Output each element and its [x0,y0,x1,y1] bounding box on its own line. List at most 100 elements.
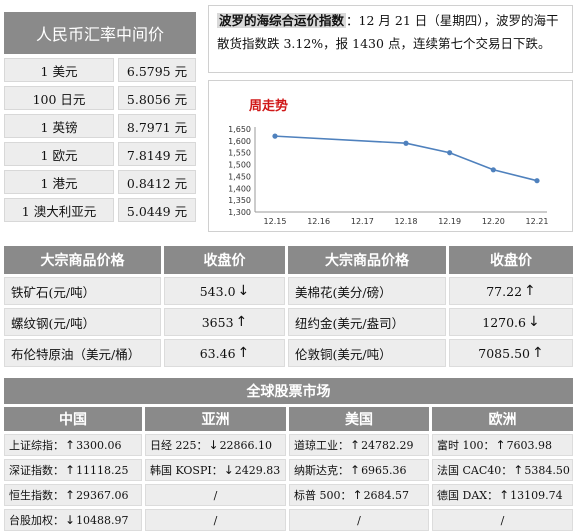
stock-index-label: 深证指数： [9,464,64,477]
exchange-rate-row: 1 港元 0.8412 元 [4,170,196,194]
y-tick-label: 1,350 [228,196,251,205]
stock-index-label: 日经 225： [150,439,208,452]
rate-cell: 5.0449 元 [118,198,196,222]
arrow-down-icon: ↓ [237,283,250,299]
stock-index-cell: 法国 CAC40： ↑ 5384.50 [432,459,573,481]
stock-index-cell: 富时 100： ↑ 7603.98 [432,434,573,456]
stock-index-label: 道琼工业： [294,439,349,452]
commodity-name: 布伦特原油（美元/桶） [4,339,161,367]
y-tick-label: 1,600 [228,137,251,146]
stock-index-value: 24782.29 [361,438,414,452]
stock-index-cell: 标普 500： ↑ 2684.57 [289,484,429,506]
arrow-up-icon: ↑ [235,314,248,330]
region-asia: 亚洲 [145,407,286,431]
arrow-up-icon: ↑ [350,463,361,477]
stock-market-title: 全球股票市场 [4,378,573,404]
arrow-up-icon: ↑ [350,438,361,452]
stock-index-value: 5384.50 [524,463,570,477]
stock-index-value: 7603.98 [506,438,553,452]
stock-row: 台股加权： ↓ 10488.97// / [4,509,573,531]
stock-index-label: 纳斯达克： [294,464,349,477]
commodity-row: 螺纹钢(元/吨） 3653 ↑ 纽约金(美元/盎司） 1270.6 ↓ [4,308,573,336]
stock-index-label: 标普 500： [294,489,352,502]
arrow-up-icon: ↑ [513,463,524,477]
exchange-rate-table: 人民币汇率中间价 1 美元 6.5795 元 100 日元 5.8056 元 1… [4,12,196,222]
rate-cell: 8.7971 元 [118,114,196,138]
stock-rows: 上证综指： ↑ 3300.06 日经 225： ↓ 22866.10 道琼工业： ↑ 24782… [4,434,573,531]
stock-cell-empty: / [289,509,429,531]
commodity-name: 铁矿石(元/吨） [4,277,161,305]
commodity-row: 布伦特原油（美元/桶） 63.46 ↑ 伦敦铜(美元/吨） 7085.50 ↑ [4,339,573,367]
commodity-header: 大宗商品价格 [288,246,446,274]
stock-index-value: 6965.36 [361,463,407,477]
stock-index-value: 2429.83 [234,463,281,477]
rate-cell: 7.8149 元 [118,142,196,166]
arrow-up-icon: ↑ [65,488,76,502]
stock-index-cell: 上证综指： ↑ 3300.06 [4,434,142,456]
stock-cell-empty: / [145,509,286,531]
commodity-name: 螺纹钢(元/吨） [4,308,161,336]
region-europe: 欧洲 [432,407,573,431]
rate-cell: 6.5795 元 [118,58,196,82]
arrow-up-icon: ↑ [495,438,506,452]
rate-cell: 0.8412 元 [118,170,196,194]
commodity-header-row: 大宗商品价格 收盘价 大宗商品价格 收盘价 [4,246,573,274]
close-price-header: 收盘价 [164,246,285,274]
exchange-rate-row: 1 澳大利亚元 5.0449 元 [4,198,196,222]
rate-cell: 5.8056 元 [118,86,196,110]
region-china: 中国 [4,407,142,431]
currency-cell: 1 欧元 [4,142,114,166]
commodity-table: 大宗商品价格 收盘价 大宗商品价格 收盘价 铁矿石(元/吨） 543.0 ↓ 美棉… [4,246,573,367]
commodity-name: 伦敦铜(美元/吨） [288,339,446,367]
commodity-price: 1270.6 ↓ [449,308,573,336]
stock-index-cell: 恒生指数： ↑ 29367.06 [4,484,142,506]
stock-cell-empty: / [145,484,286,506]
baltic-index-news: 波罗的海综合运价指数 ：12 月 21 日（星期四），波罗的海干散货指数跌 3.1… [208,5,573,73]
commodity-name: 美棉花(美分/磅） [288,277,446,305]
weekly-trend-chart: 周走势 1,650 1,600 1,550 1,500 1,450 1,400 1,350 1… [208,80,573,232]
data-point [447,150,453,156]
stock-index-cell: 韩国 KOSPI： ↓ 2429.83 [145,459,286,481]
x-tick-label: 12.21 [526,217,549,226]
stock-index-label: 德国 DAX： [437,489,499,502]
exchange-rate-row: 1 欧元 7.8149 元 [4,142,196,166]
currency-cell: 1 美元 [4,58,114,82]
news-text: ：12 月 21 日（星期四），波罗的海干散货指数跌 3.12%，报 1430 … [217,13,559,51]
arrow-down-icon: ↓ [528,314,540,330]
y-tick-label: 1,450 [228,172,251,181]
x-tick-label: 12.18 [395,217,418,226]
stock-index-value: 13109.74 [510,488,563,502]
arrow-up-icon: ↑ [531,345,544,361]
commodity-header: 大宗商品价格 [4,246,161,274]
commodity-price: 7085.50 ↑ [449,339,573,367]
commodity-price: 77.22 ↑ [449,277,573,305]
exchange-rate-row: 1 美元 6.5795 元 [4,58,196,82]
stock-index-label: 法国 CAC40： [437,464,513,477]
y-tick-label: 1,400 [228,184,251,193]
data-point [272,133,278,139]
stock-region-row: 中国 亚洲 美国 欧洲 [4,407,573,431]
stock-index-value: 3300.06 [76,438,122,452]
stock-index-value: 10488.97 [76,513,129,527]
commodity-price: 543.0 ↓ [164,277,285,305]
arrow-up-icon: ↑ [499,488,510,502]
data-point [534,178,540,184]
stock-index-label: 恒生指数： [9,489,64,502]
data-point [490,167,496,173]
commodity-price: 3653 ↑ [164,308,285,336]
stock-index-cell: 纳斯达克： ↑ 6965.36 [289,459,429,481]
stock-index-label: 台股加权： [9,514,64,527]
arrow-down-icon: ↓ [223,463,234,477]
exchange-rate-row: 100 日元 5.8056 元 [4,86,196,110]
x-tick-label: 12.17 [351,217,374,226]
chart-canvas: 1,650 1,600 1,550 1,500 1,450 1,400 1,350 1,300… [228,125,549,226]
currency-cell: 1 港元 [4,170,114,194]
x-tick-label: 12.16 [307,217,330,226]
chart-title: 周走势 [249,99,289,114]
stock-index-cell: 道琼工业： ↑ 24782.29 [289,434,429,456]
y-tick-label: 1,650 [228,125,251,134]
stock-index-label: 富时 100： [437,439,495,452]
arrow-down-icon: ↓ [65,513,76,527]
stock-row: 上证综指： ↑ 3300.06 日经 225： ↓ 22866.10 道琼工业： ↑ 24782… [4,434,573,456]
stock-row: 恒生指数： ↑ 29367.06/标普 500： ↑ 2684.57 德国 DAX： ↑ 13… [4,484,573,506]
